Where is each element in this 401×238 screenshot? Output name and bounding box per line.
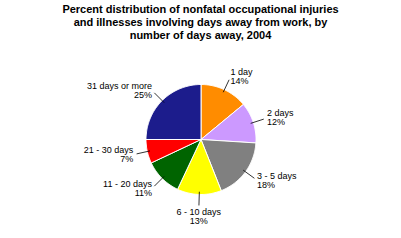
svg-text:31 days or more25%: 31 days or more25% [87,81,152,100]
html-text:Percent distribution of nonfat: Percent distribution of nonfatal occupat… [62,3,339,41]
svg-text:11 - 20 days11%: 11 - 20 days11% [103,179,152,198]
svg-text:1 day14%: 1 day14% [231,67,254,86]
svg-text:21 - 30 days7%: 21 - 30 days7% [84,145,134,164]
svg-text:2 days12%: 2 days12% [267,108,294,127]
svg-text:3 - 5 days18%: 3 - 5 days18% [257,171,297,190]
svg-text:6 - 10 days13%: 6 - 10 days13% [177,207,222,226]
